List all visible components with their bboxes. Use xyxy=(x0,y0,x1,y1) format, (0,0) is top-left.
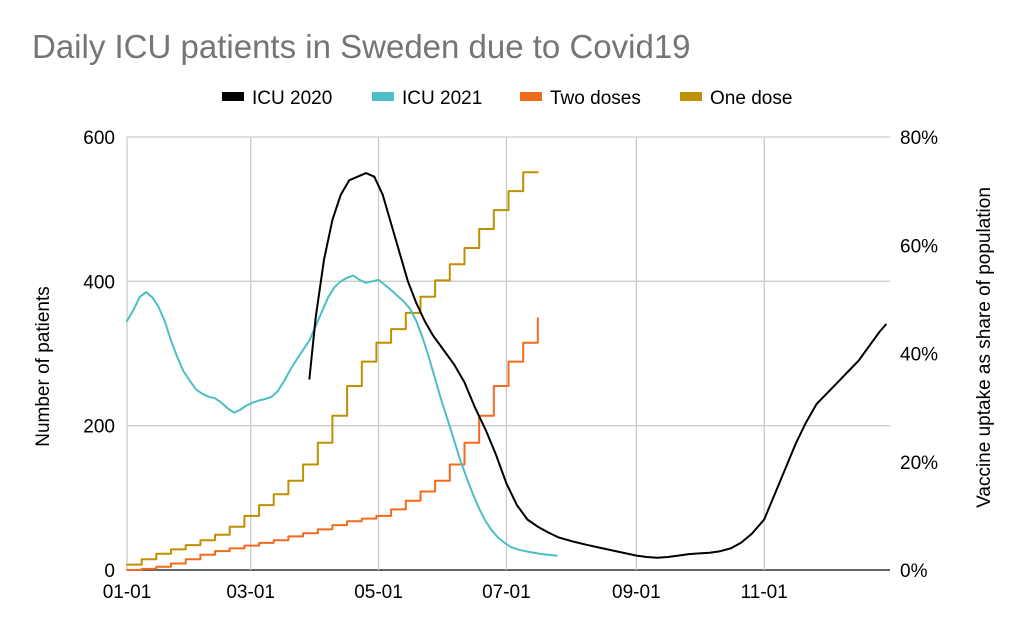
legend-label-icu-2021: ICU 2021 xyxy=(402,88,482,109)
y-right-tick-label: 40% xyxy=(900,345,938,366)
x-tick-label: 09-01 xyxy=(612,582,661,603)
legend-label-two-doses: Two doses xyxy=(550,88,641,109)
legend-label-one-dose: One dose xyxy=(710,88,792,109)
series-lines xyxy=(126,171,887,571)
x-tick-label: 03-01 xyxy=(226,582,275,603)
y-axis-left-title: Number of patients xyxy=(33,286,54,447)
series-line-icu-2020 xyxy=(308,172,887,559)
chart-title: Daily ICU patients in Sweden due to Covi… xyxy=(32,28,691,65)
series-line-two-doses xyxy=(126,317,539,571)
legend: ICU 2020 ICU 2021 Two doses One dose xyxy=(222,88,792,109)
gridlines xyxy=(126,136,890,571)
tick-labels: 0 200 400 600 0% 20% 40% 60% 80% 01-01 03-01 05-01 0… xyxy=(83,128,938,603)
legend-swatch-two-doses xyxy=(520,92,542,101)
legend-label-icu-2020: ICU 2020 xyxy=(252,88,332,109)
y-left-tick-label: 400 xyxy=(83,272,115,293)
y-axis-right-title: Vaccine uptake as share of population xyxy=(974,187,995,508)
x-tick-label: 11-01 xyxy=(741,582,788,603)
x-tick-label: 07-01 xyxy=(482,582,531,603)
y-right-tick-label: 0% xyxy=(900,561,928,582)
series-line-one-dose xyxy=(126,171,539,566)
y-left-tick-label: 200 xyxy=(83,417,115,438)
y-right-tick-label: 60% xyxy=(900,236,938,257)
y-left-tick-label: 0 xyxy=(104,561,115,582)
legend-swatch-one-dose xyxy=(680,92,702,101)
legend-swatch-icu-2021 xyxy=(372,92,394,101)
y-right-tick-label: 80% xyxy=(900,128,938,149)
series-line-icu-2021 xyxy=(126,274,558,557)
legend-swatch-icu-2020 xyxy=(222,92,244,101)
y-left-tick-label: 600 xyxy=(83,128,115,149)
y-right-tick-label: 20% xyxy=(900,453,938,474)
x-tick-label: 01-01 xyxy=(103,582,152,603)
x-tick-label: 05-01 xyxy=(354,582,403,603)
